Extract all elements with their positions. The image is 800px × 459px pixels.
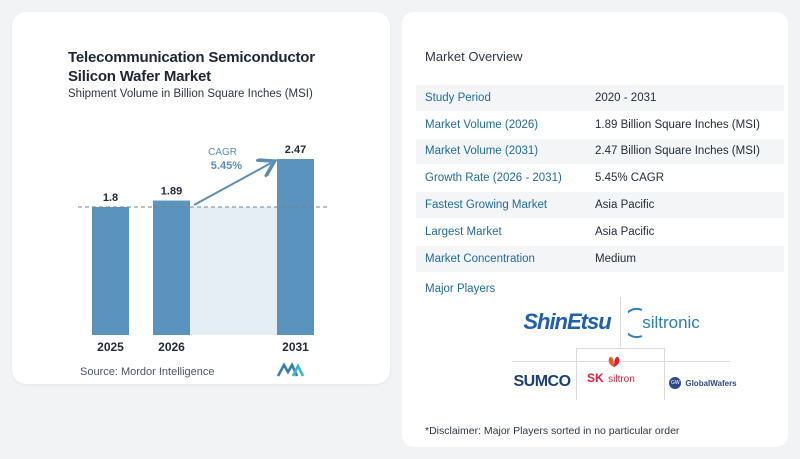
major-players-label: Major Players [425, 283, 496, 295]
logo-divider [620, 297, 621, 347]
sk-butterfly-icon [608, 356, 620, 367]
mordor-intelligence-logo [277, 362, 305, 377]
logo-divider [576, 348, 577, 400]
logo-divider [664, 348, 665, 400]
globalwafers-badge-icon: GW [669, 377, 682, 389]
overview-row: Growth Rate (2026 - 2031) 5.45% CAGR [416, 165, 784, 193]
bar [92, 207, 129, 335]
x-tick-label: 2031 [282, 340, 309, 354]
sumco-logo: SUMCO [512, 368, 572, 396]
disclaimer: *Disclaimer: Major Players sorted in no … [425, 425, 680, 437]
globalwafers-logo: GW GlobalWafers [668, 372, 738, 394]
chart-title-line1: Telecommunication Semiconductor [68, 49, 315, 66]
chart-subtitle: Shipment Volume in Billion Square Inches… [68, 88, 313, 100]
row-value: 2.47 Billion Square Inches (MSI) [595, 145, 760, 158]
row-label: Market Volume (2031) [425, 145, 539, 158]
row-label: Market Volume (2026) [425, 118, 539, 131]
cagr-label: CAGR [208, 147, 237, 158]
bar-value-label: 2.47 [285, 144, 306, 156]
shinetsu-wordmark: ShinEtsu [523, 309, 611, 334]
row-value: 5.45% CAGR [595, 172, 665, 185]
row-label: Study Period [425, 91, 491, 104]
siltron-name: siltron [608, 374, 635, 385]
cagr-arrow [193, 163, 271, 206]
sumco-wordmark: SUMCO [513, 373, 571, 390]
overview-row: Market Volume (2026) 1.89 Billion Square… [416, 112, 784, 139]
bar [153, 200, 190, 335]
bar [277, 159, 314, 335]
row-label: Fastest Growing Market [425, 199, 548, 212]
cagr-value: 5.45% [211, 160, 242, 172]
logo-divider [576, 348, 664, 349]
row-value: 1.89 Billion Square Inches (MSI) [595, 118, 760, 131]
chart-title-line2: Silicon Wafer Market [68, 68, 211, 85]
globalwafers-wordmark: GlobalWafers [685, 378, 737, 388]
shinetsu-logo: ShinEtsu [514, 306, 620, 338]
x-tick-label: 2026 [158, 340, 185, 354]
row-label: Market Concentration [425, 252, 535, 265]
overview-row: Market Volume (2031) 2.47 Billion Square… [416, 138, 784, 166]
overview-row: Fastest Growing Market Asia Pacific [416, 192, 784, 219]
logo-divider [512, 361, 730, 362]
sk-prefix: SK [587, 371, 604, 385]
chart-title: Telecommunication Semiconductor Silicon … [68, 48, 368, 86]
bar-value-label: 1.89 [161, 186, 182, 198]
sk-siltron-logo: SK siltron [585, 356, 657, 386]
row-label: Largest Market [425, 225, 502, 238]
row-value: Medium [595, 252, 636, 265]
siltronic-logo: siltronic [628, 306, 708, 340]
overview-table: Study Period 2020 - 2031 Market Volume (… [416, 85, 784, 273]
overview-row: Market Concentration Medium [416, 245, 784, 273]
x-tick-label: 2025 [97, 340, 124, 354]
overview-title: Market Overview [425, 49, 523, 64]
siltronic-swoosh-icon [628, 308, 643, 338]
growth-region [190, 207, 277, 335]
row-value: 2020 - 2031 [595, 91, 657, 104]
siltronic-wordmark: siltronic [642, 313, 700, 332]
chart-source: Source: Mordor Intelligence [80, 366, 215, 378]
overview-card [402, 12, 788, 447]
bar-value-label: 1.8 [103, 192, 118, 204]
row-label: Growth Rate (2026 - 2031) [425, 172, 562, 185]
sk-siltron-text: SK siltron [587, 369, 635, 387]
row-value: Asia Pacific [595, 225, 655, 238]
bar-chart: 1.8 2025 1.89 2026 2.47 2031 CAGR 5.45% [78, 144, 330, 354]
overview-row: Largest Market Asia Pacific [416, 219, 784, 246]
overview-row: Study Period 2020 - 2031 [416, 85, 784, 112]
row-value: Asia Pacific [595, 199, 655, 212]
